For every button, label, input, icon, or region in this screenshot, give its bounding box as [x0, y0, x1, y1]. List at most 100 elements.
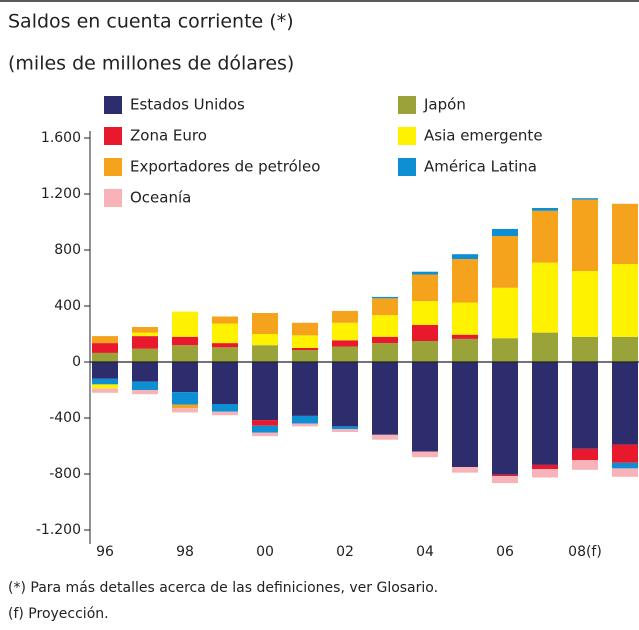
- bar-segment: [452, 362, 478, 467]
- bar-segment: [292, 415, 318, 424]
- legend-label: Japón: [423, 96, 466, 114]
- bar-segment: [412, 324, 438, 341]
- bar-segment: [332, 426, 358, 430]
- bar-segment: [92, 343, 118, 353]
- bar-segment: [492, 474, 518, 477]
- bar-segment: [492, 338, 518, 362]
- bar-segment: [492, 362, 518, 475]
- bar-segment: [452, 467, 478, 473]
- bar-segment: [612, 444, 638, 463]
- x-tick-label: 04: [416, 544, 434, 560]
- bar-segment: [572, 198, 598, 200]
- bar-segment: [612, 362, 638, 445]
- legend-label: Exportadores de petróleo: [130, 158, 320, 176]
- bar-segment: [372, 315, 398, 337]
- bar-segment: [252, 362, 278, 421]
- bar-segment: [132, 390, 158, 395]
- bar-segment: [92, 352, 118, 362]
- bar-segment: [172, 345, 198, 362]
- bar-segment: [452, 338, 478, 362]
- bar-segment: [212, 323, 238, 344]
- bar-segment: [92, 336, 118, 344]
- x-tick-label: 00: [256, 544, 274, 560]
- bar-segment: [212, 347, 238, 362]
- bar-segment: [292, 322, 318, 336]
- legend-label: Oceanía: [130, 189, 191, 207]
- bar-segment: [612, 203, 638, 264]
- bar-segment: [612, 462, 638, 469]
- bar-segment: [292, 348, 318, 351]
- legend-label: Asia emergente: [424, 127, 543, 145]
- bar-segment: [332, 322, 358, 341]
- bar-segment: [92, 362, 118, 379]
- legend-label: América Latina: [424, 158, 537, 176]
- bar-segment: [452, 302, 478, 335]
- bar-segment: [572, 460, 598, 470]
- bar-segment: [332, 362, 358, 427]
- legend-swatch: [398, 96, 416, 114]
- bar-segment: [292, 362, 318, 416]
- chart-subtitle: (miles de millones de dólares): [8, 53, 294, 75]
- bar-segment: [132, 381, 158, 390]
- bar-segment: [252, 345, 278, 362]
- bar-segment: [372, 434, 398, 440]
- legend-swatch: [104, 127, 122, 145]
- bar-segment: [372, 362, 398, 435]
- legend-swatch: [398, 158, 416, 176]
- bar-segment: [532, 464, 558, 470]
- bar-segment: [412, 451, 438, 458]
- bar-segment: [92, 384, 118, 389]
- y-tick-label: -400: [49, 410, 81, 426]
- footnote: (*) Para más detalles acerca de las defi…: [8, 580, 438, 596]
- legend-swatch: [104, 189, 122, 207]
- bar-segment: [572, 362, 598, 449]
- bar-segment: [492, 229, 518, 236]
- legend-swatch: [104, 158, 122, 176]
- y-tick-label: -800: [49, 466, 81, 482]
- bar-segment: [92, 388, 118, 393]
- bar-segment: [172, 311, 198, 337]
- bar-segment: [172, 362, 198, 393]
- bar-segment: [212, 411, 238, 416]
- bar-segment: [372, 296, 398, 299]
- bar-segment: [492, 236, 518, 288]
- bar-segment: [412, 271, 438, 275]
- bar-segment: [92, 378, 118, 385]
- bar-segment: [212, 362, 238, 404]
- bar-segment: [212, 316, 238, 324]
- bar-segment: [252, 420, 278, 426]
- bar-segment: [252, 432, 278, 437]
- bar-segment: [452, 334, 478, 339]
- bar-segment: [372, 298, 398, 316]
- bar-segment: [172, 336, 198, 346]
- y-tick-label: 0: [72, 354, 81, 370]
- bar-segment: [452, 259, 478, 303]
- bar-segment: [292, 423, 318, 427]
- legend-label: Estados Unidos: [130, 96, 245, 114]
- bar-segment: [132, 327, 158, 333]
- bar-segment: [252, 425, 278, 433]
- bar-segment: [172, 404, 198, 409]
- y-tick-label: 800: [54, 242, 81, 258]
- bar-segment: [612, 264, 638, 337]
- bar-segment: [412, 301, 438, 325]
- y-tick-label: -1.200: [36, 522, 81, 538]
- bar-segment: [612, 468, 638, 477]
- bar-segment: [332, 310, 358, 323]
- bar-segment: [492, 287, 518, 339]
- bar-segment: [572, 271, 598, 337]
- bar-segment: [332, 429, 358, 432]
- bar-segment: [132, 348, 158, 362]
- bar-segment: [172, 392, 198, 405]
- bar-segment: [292, 350, 318, 362]
- bar-segment: [532, 262, 558, 333]
- bar-segment: [492, 476, 518, 484]
- bar-segment: [572, 336, 598, 362]
- bar-segment: [572, 448, 598, 460]
- bar-segment: [212, 404, 238, 412]
- footnote: (f) Proyección.: [8, 606, 109, 622]
- bar-segment: [132, 336, 158, 349]
- y-tick-label: 1.200: [41, 186, 81, 202]
- bar-segment: [532, 469, 558, 478]
